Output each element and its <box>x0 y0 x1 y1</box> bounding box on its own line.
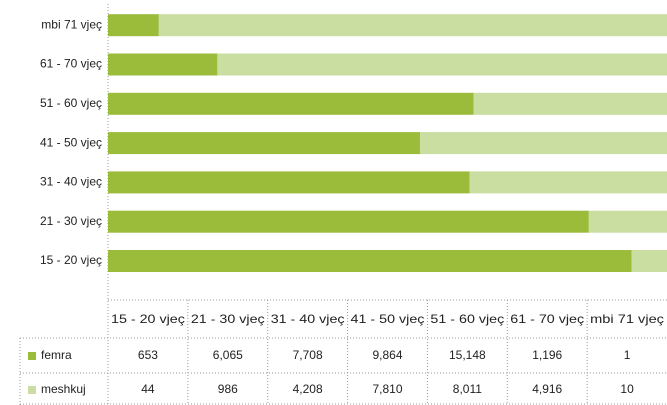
bar <box>158 14 667 37</box>
bar <box>108 132 420 155</box>
bar <box>588 210 667 233</box>
bar <box>108 14 159 37</box>
bar <box>108 53 218 76</box>
table-cell: 986 <box>218 382 238 396</box>
table-header: 15 - 20 vjeç <box>111 312 185 326</box>
table-cell: 44 <box>141 382 155 396</box>
table-cell: 1 <box>624 348 631 362</box>
bar <box>469 171 667 194</box>
y-tick-label: mbi 71 vjeç <box>41 17 102 31</box>
legend-swatch <box>28 386 36 394</box>
y-tick-label: 61 - 70 vjeç <box>40 57 102 71</box>
bar <box>108 250 632 272</box>
bar <box>108 92 474 115</box>
table-header: 51 - 60 vjeç <box>430 312 504 326</box>
table-cell: 9,864 <box>372 348 402 362</box>
legend-label: femra <box>41 348 72 362</box>
table-header: 31 - 40 vjeç <box>271 312 345 326</box>
y-tick-label: 51 - 60 vjeç <box>40 96 102 110</box>
legend-swatch <box>28 352 36 360</box>
bar <box>419 132 667 155</box>
table-cell: 4,208 <box>293 382 323 396</box>
table-header: 41 - 50 vjeç <box>351 312 425 326</box>
bar <box>473 92 667 115</box>
table-cell: 15,148 <box>449 348 486 362</box>
table-cell: 1,196 <box>532 348 562 362</box>
table-header: 21 - 30 vjeç <box>191 312 265 326</box>
bar <box>108 210 589 233</box>
bar <box>631 250 667 272</box>
y-tick-label: 21 - 30 vjeç <box>40 214 102 228</box>
y-tick-label: 31 - 40 vjeç <box>40 175 102 189</box>
table-header: mbi 71 vjeç <box>590 312 664 326</box>
table-cell: 7,708 <box>293 348 323 362</box>
table-cell: 653 <box>138 348 158 362</box>
bar <box>108 171 470 194</box>
table-cell: 4,916 <box>532 382 562 396</box>
bar <box>217 53 667 76</box>
table-cell: 7,810 <box>372 382 402 396</box>
table-header: 61 - 70 vjeç <box>510 312 584 326</box>
table-cell: 8,011 <box>453 382 482 396</box>
y-tick-label: 41 - 50 vjeç <box>40 135 102 149</box>
table-cell: 6,065 <box>213 348 243 362</box>
table-cell: 10 <box>620 382 634 396</box>
y-tick-label: 15 - 20 vjeç <box>40 253 102 267</box>
legend-label: meshkuj <box>41 382 86 396</box>
